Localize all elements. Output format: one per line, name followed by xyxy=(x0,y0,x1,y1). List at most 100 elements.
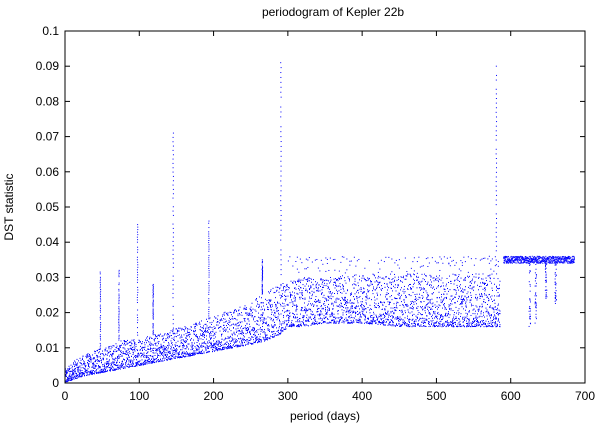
data-point xyxy=(303,317,304,319)
data-point xyxy=(171,334,172,336)
data-point xyxy=(92,366,94,368)
data-point xyxy=(210,338,211,340)
data-point xyxy=(315,320,316,322)
data-point xyxy=(214,346,216,348)
data-point xyxy=(492,289,493,291)
data-point xyxy=(491,282,492,284)
data-point xyxy=(424,288,425,290)
data-point xyxy=(337,291,338,293)
data-point xyxy=(457,300,458,302)
data-point xyxy=(403,288,405,290)
data-point xyxy=(260,339,261,341)
data-point xyxy=(492,321,494,323)
data-point xyxy=(387,312,388,314)
data-point xyxy=(277,316,279,318)
data-point xyxy=(84,365,86,367)
data-point xyxy=(458,289,459,291)
data-point xyxy=(454,302,455,304)
data-point xyxy=(394,280,395,282)
data-point xyxy=(354,311,356,313)
data-point xyxy=(377,319,378,321)
data-point xyxy=(445,313,446,315)
data-point xyxy=(311,281,312,283)
data-point xyxy=(520,255,522,257)
data-point xyxy=(382,308,383,310)
data-point xyxy=(433,311,434,313)
data-point xyxy=(297,280,298,282)
data-point xyxy=(68,379,70,381)
data-point xyxy=(389,302,390,304)
data-point xyxy=(105,370,107,372)
data-point xyxy=(229,328,230,330)
data-point xyxy=(199,321,200,323)
data-point xyxy=(221,333,223,335)
data-point xyxy=(93,369,94,371)
data-point xyxy=(439,297,440,299)
data-point xyxy=(317,314,319,316)
data-point xyxy=(489,306,490,308)
data-point xyxy=(235,344,237,346)
data-point xyxy=(422,322,424,324)
data-point xyxy=(241,329,243,331)
data-point xyxy=(234,310,235,312)
data-point xyxy=(294,324,295,326)
data-point xyxy=(450,323,451,325)
data-point xyxy=(485,311,487,313)
data-point xyxy=(477,313,478,315)
data-point xyxy=(317,288,319,290)
data-point xyxy=(278,310,279,312)
data-point xyxy=(499,324,501,326)
data-point xyxy=(274,311,276,313)
data-point xyxy=(230,335,231,337)
data-point xyxy=(167,348,169,350)
data-point xyxy=(177,345,178,347)
data-point xyxy=(414,323,416,325)
data-point xyxy=(261,314,263,316)
data-point xyxy=(418,276,419,278)
data-point xyxy=(391,279,393,281)
data-point xyxy=(316,290,317,292)
data-point xyxy=(125,363,126,365)
data-point xyxy=(305,311,307,313)
data-point xyxy=(206,335,207,337)
data-point xyxy=(416,279,417,281)
data-point xyxy=(268,329,269,331)
data-point xyxy=(304,298,306,300)
data-point xyxy=(494,295,495,297)
data-point xyxy=(117,366,119,368)
data-point xyxy=(388,277,389,279)
data-point xyxy=(318,318,320,320)
data-point xyxy=(435,316,436,318)
data-point xyxy=(157,348,158,350)
data-point xyxy=(120,367,122,368)
data-point xyxy=(340,302,342,304)
data-point xyxy=(277,307,278,309)
data-point xyxy=(446,283,447,285)
data-point xyxy=(427,308,428,310)
data-point xyxy=(308,316,310,318)
data-point xyxy=(90,370,91,372)
data-point xyxy=(350,322,351,324)
data-point xyxy=(277,317,279,319)
data-point xyxy=(237,313,239,315)
data-point xyxy=(212,349,214,351)
data-point xyxy=(244,336,245,338)
data-point xyxy=(392,323,394,325)
data-point xyxy=(234,342,235,344)
data-point xyxy=(231,337,233,339)
data-point xyxy=(288,315,289,317)
data-point xyxy=(174,344,176,346)
data-point xyxy=(429,284,431,286)
data-point xyxy=(166,347,167,349)
data-point xyxy=(188,348,189,350)
data-point xyxy=(150,355,151,356)
data-point xyxy=(251,336,253,338)
data-point xyxy=(353,256,355,258)
data-point xyxy=(432,287,433,289)
data-point xyxy=(406,303,408,305)
data-point xyxy=(453,298,454,300)
data-point xyxy=(365,317,366,319)
data-point xyxy=(512,257,514,259)
data-point xyxy=(452,323,453,325)
data-point xyxy=(76,377,77,379)
